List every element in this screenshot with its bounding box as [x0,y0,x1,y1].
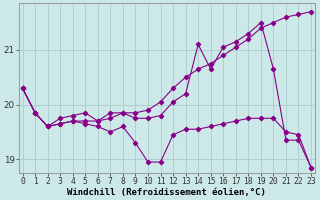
X-axis label: Windchill (Refroidissement éolien,°C): Windchill (Refroidissement éolien,°C) [67,188,266,197]
